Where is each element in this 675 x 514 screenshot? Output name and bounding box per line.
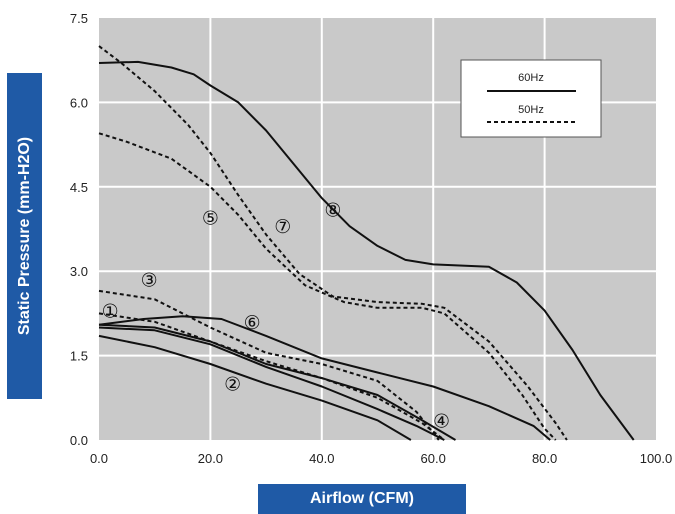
- series-lines: [98, 45, 635, 441]
- y-tick-label: 1.5: [70, 349, 88, 364]
- series-line-7: [98, 132, 557, 441]
- curve-label-4: ④: [433, 410, 450, 432]
- curve-label-3: ③: [141, 270, 158, 292]
- series-line-4: [98, 289, 440, 441]
- x-tick-label: 0.0: [90, 451, 108, 466]
- y-tick-label: 7.5: [70, 11, 88, 26]
- curve-labels: ① ② ③ ④ ⑤ ⑥ ⑦ ⑧: [102, 199, 450, 432]
- series-line-9: [98, 60, 635, 441]
- legend-box: [460, 59, 602, 138]
- legend: 60Hz 50Hz: [460, 59, 602, 138]
- y-axis-label-box: Static Pressure (mm-H2O): [7, 73, 42, 399]
- y-axis-label: Static Pressure (mm-H2O): [15, 136, 33, 336]
- y-tick-label: 3.0: [70, 264, 88, 279]
- x-axis-label-box: Airflow (CFM): [258, 484, 466, 514]
- curve-label-1: ①: [102, 301, 119, 323]
- x-tick-label: 40.0: [309, 451, 334, 466]
- curve-label-5: ⑤: [202, 208, 219, 230]
- series-line-1: [98, 326, 445, 441]
- series-line-2: [98, 312, 445, 441]
- series-line-6: [98, 315, 551, 441]
- x-axis-label: Airflow (CFM): [310, 490, 414, 507]
- series-line-3: [98, 334, 412, 441]
- y-tick-label: 0.0: [70, 433, 88, 448]
- y-tick-label: 6.0: [70, 95, 88, 110]
- x-tick-label: 20.0: [198, 451, 223, 466]
- x-tick-label: 100.0: [640, 451, 673, 466]
- legend-label-50hz: 50Hz: [518, 104, 544, 116]
- x-tick-label: 80.0: [532, 451, 557, 466]
- x-tick-label: 60.0: [421, 451, 446, 466]
- series-line-8: [98, 45, 568, 441]
- curve-label-6: ⑥: [244, 312, 261, 334]
- axis-ticks: 0.0 20.0 40.0 60.0 80.0 100.0 0.0 1.5 3.0 4.5 6.0 7…: [70, 11, 672, 466]
- curve-label-2: ②: [224, 374, 241, 396]
- legend-label-60hz: 60Hz: [518, 72, 544, 84]
- curve-label-7: ⑦: [274, 216, 291, 238]
- series-line-5: [98, 323, 457, 441]
- curve-label-8: ⑧: [324, 199, 341, 221]
- y-tick-label: 4.5: [70, 180, 88, 195]
